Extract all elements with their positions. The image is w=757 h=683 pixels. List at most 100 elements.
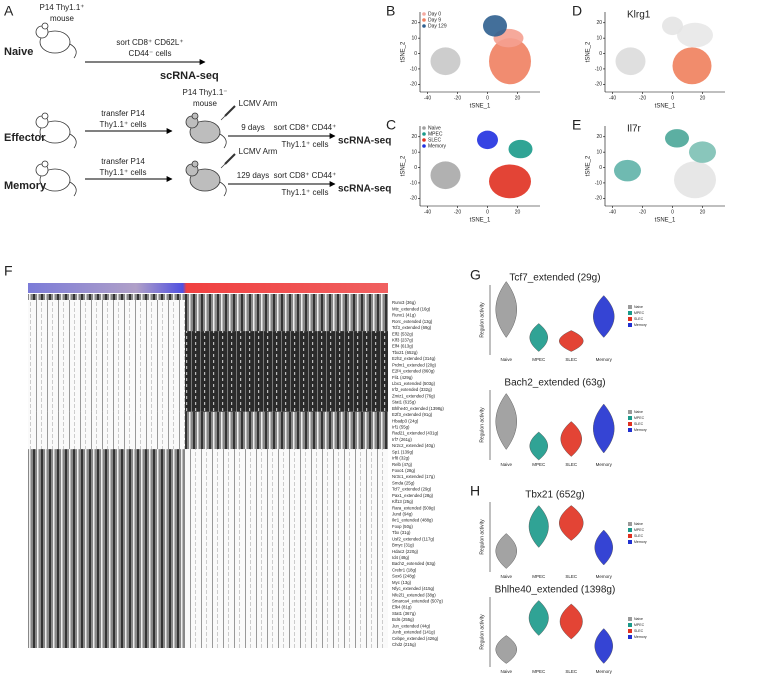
legend-swatch	[628, 428, 632, 432]
label: Relb (47g)	[392, 462, 413, 467]
label: LCMV Arm	[239, 99, 278, 108]
label: 20	[596, 20, 602, 26]
label: scRNA-seq	[338, 136, 391, 147]
label: 20	[700, 209, 706, 215]
label: Sox6 (248g)	[392, 574, 416, 579]
label: Tcf7_extended (29g)	[392, 487, 432, 492]
heat-block	[185, 411, 388, 450]
label: 0	[414, 51, 417, 57]
label: -20	[454, 95, 461, 101]
legend-swatch	[628, 617, 632, 621]
heat-block	[185, 449, 388, 648]
label: Irf7 (261g)	[392, 437, 412, 442]
label: F	[4, 263, 13, 279]
legend-swatch	[628, 416, 632, 420]
label: 20	[515, 209, 521, 215]
label: Memory	[634, 323, 647, 327]
mouse-ear	[191, 112, 199, 120]
label: Mtc_extended (16g)	[392, 306, 431, 311]
label: P14 Thy1.1⁺	[40, 3, 85, 12]
label: Bhlhe40_extended (1398g)	[392, 406, 444, 411]
label: tSNE_2	[401, 155, 407, 176]
label: Regulon activity	[479, 519, 485, 555]
mouse-icon	[185, 160, 227, 197]
mouse-ear	[41, 112, 49, 120]
label: 0	[599, 165, 602, 171]
label: mouse	[50, 14, 75, 23]
label: P14 Thy1.1⁻	[183, 88, 228, 97]
cell-cluster	[430, 161, 461, 190]
legend-swatch	[628, 305, 632, 309]
label: Thy1.1⁺ cells	[100, 168, 147, 177]
label: Hdac2 (220g)	[392, 549, 419, 554]
label: tSNE_2	[586, 41, 592, 62]
cell-cluster	[489, 38, 531, 85]
label: -20	[595, 196, 602, 202]
legend-swatch	[628, 629, 632, 633]
label: Elf2 (532g)	[392, 331, 414, 336]
label: C	[386, 117, 396, 133]
cell-cluster	[665, 129, 689, 148]
label: -20	[639, 95, 646, 101]
label: Naive	[428, 125, 441, 131]
label: Jun_extended (44g)	[392, 623, 431, 628]
label: Memory	[596, 357, 613, 362]
cell-cluster	[689, 141, 716, 163]
label: CD44⁻ cells	[129, 49, 172, 58]
label: SLEC	[565, 462, 578, 467]
label: MPEC	[634, 528, 645, 532]
label: Memory	[634, 540, 647, 544]
label: 10	[411, 35, 417, 41]
legend-marker	[422, 12, 426, 16]
label: Smarca4_extended (507g)	[392, 599, 443, 604]
violin	[495, 281, 517, 338]
label: Memory	[428, 143, 447, 149]
label: Naive	[634, 410, 643, 414]
label: Elk4 (81g)	[392, 605, 412, 610]
mouse-body	[39, 30, 71, 54]
label: Memory	[634, 428, 647, 432]
label: 129 days	[237, 171, 269, 180]
label: sort CD8⁺ CD44⁺	[274, 171, 337, 180]
label: A	[4, 3, 14, 19]
label: Bhlhe40_extended (1398g)	[495, 585, 616, 596]
label: Memory	[596, 462, 613, 467]
label: SLEC	[634, 629, 644, 633]
heat-block	[28, 300, 185, 332]
label: Sp1 (139g)	[392, 449, 414, 454]
label: 0	[486, 95, 489, 101]
label: tSNE_1	[470, 104, 491, 110]
annotation-bar-2	[28, 294, 388, 300]
label: Naive	[500, 462, 512, 467]
legend-marker	[422, 138, 426, 142]
legend-marker	[422, 132, 426, 136]
label: Tbx21 (652g)	[525, 490, 584, 501]
label: SLEC	[634, 317, 644, 321]
label: -10	[410, 66, 417, 72]
label: 20	[596, 134, 602, 140]
cell-cluster	[674, 161, 716, 199]
label: 20	[411, 134, 417, 140]
label: Tbx21 (652g)	[392, 350, 418, 355]
label: Rorc_extended (13g)	[392, 319, 433, 324]
label: Thy1.1⁺ cells	[282, 188, 329, 197]
label: Stat1 (367g)	[392, 611, 416, 616]
mouse-ear	[41, 22, 49, 30]
label: 0	[671, 95, 674, 101]
label: scRNA-seq	[160, 70, 219, 82]
label: Naive	[4, 46, 33, 58]
cell-cluster	[615, 47, 646, 76]
label: Klf13 (25g)	[392, 499, 414, 504]
cell-cluster	[614, 159, 641, 182]
label: -10	[410, 180, 417, 186]
label: Thy1.1⁺ cells	[282, 140, 329, 149]
label: B	[386, 3, 395, 19]
label: MPEC	[532, 574, 546, 579]
label: tSNE_1	[470, 218, 491, 224]
label: Id4 (48g)	[392, 555, 410, 560]
legend-swatch	[628, 623, 632, 627]
label: 0	[599, 51, 602, 57]
label: Jund (94g)	[392, 512, 413, 517]
label: Naive	[500, 574, 512, 579]
label: -10	[595, 66, 602, 72]
